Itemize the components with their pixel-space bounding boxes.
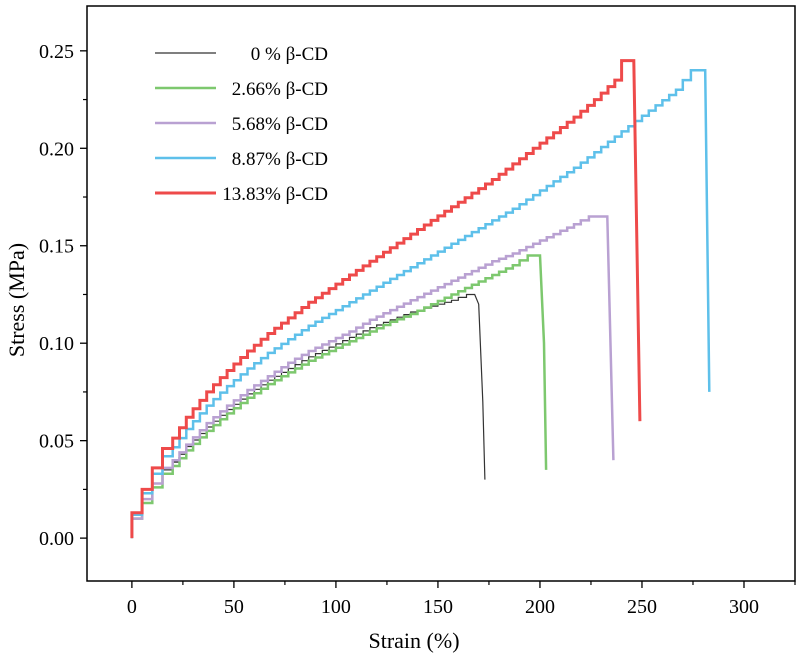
x-tick-label: 200 [525,596,555,618]
legend-label-0: 0 % β-CD [251,44,328,65]
series-layer [130,59,711,539]
x-tick-label: 250 [627,596,657,618]
y-tick-label: 0.05 [39,431,74,453]
series-line-4 [130,59,642,539]
y-axis: 0.00 0.05 0.10 0.15 0.20 0.25 [39,41,87,550]
plot-frame [86,5,796,582]
series-line-1 [130,254,548,539]
x-tick-label: 100 [321,596,351,618]
x-tick-label: 0 [127,596,137,618]
y-tick-label: 0.10 [39,333,74,355]
x-tick-label: 150 [423,596,453,618]
y-tick-label: 0.15 [39,236,74,258]
x-tick-label: 300 [729,596,759,618]
x-axis: 0 50 100 150 200 250 300 [127,581,796,618]
legend-label-3: 8.87% β-CD [232,149,328,170]
legend-label-2: 5.68% β-CD [232,114,328,135]
y-axis-title: Stress (MPa) [4,243,29,357]
y-tick-label: 0.00 [39,528,74,550]
x-axis-title: Strain (%) [368,628,459,653]
series-line-3 [130,69,711,539]
x-tick-label: 50 [224,596,244,618]
series-line-2 [130,215,615,539]
legend-label-1: 2.66% β-CD [232,79,328,100]
legend-label-4: 13.83% β-CD [222,184,328,205]
y-tick-label: 0.25 [39,41,74,63]
legend: 0 % β-CD 2.66% β-CD 5.68% β-CD 8.87% β-CD 13… [155,44,328,205]
y-tick-label: 0.20 [39,138,74,160]
